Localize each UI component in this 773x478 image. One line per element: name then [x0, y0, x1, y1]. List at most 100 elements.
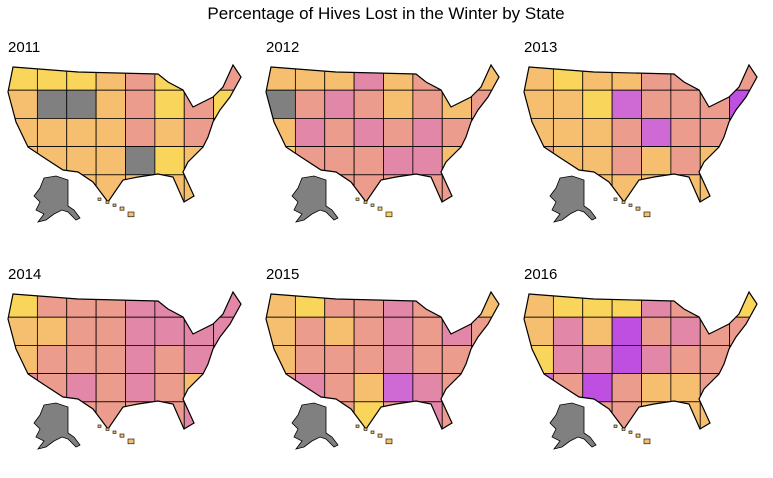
state: [582, 65, 613, 91]
panel-year: 2012: [266, 39, 299, 56]
us-outline: [265, 290, 500, 431]
state: [729, 174, 757, 202]
hawaii: [97, 424, 135, 445]
state: [611, 373, 642, 403]
state: [95, 89, 126, 119]
state: [353, 146, 384, 176]
state: [729, 118, 757, 148]
state: [641, 345, 672, 375]
state: [125, 373, 156, 403]
state: [95, 316, 126, 346]
state: [36, 146, 68, 176]
state: [441, 65, 473, 91]
state: [8, 316, 38, 346]
state: [582, 89, 613, 119]
state: [582, 292, 613, 318]
state: [154, 316, 185, 346]
state: [324, 345, 355, 375]
state: [611, 292, 642, 318]
state: [552, 316, 584, 346]
state: [353, 65, 384, 91]
state: [552, 345, 584, 375]
hawaii-island: [112, 203, 117, 207]
state: [36, 373, 68, 403]
state: [412, 146, 443, 176]
state: [95, 345, 126, 375]
state: [641, 65, 672, 91]
state: [66, 345, 97, 375]
state: [294, 89, 326, 119]
hawaii-island: [127, 438, 135, 445]
hawaii-island: [385, 211, 393, 218]
alaska: [549, 402, 597, 450]
state: [552, 146, 584, 176]
state: [699, 292, 731, 318]
state: [183, 65, 215, 91]
hawaii-island: [628, 203, 633, 207]
state: [36, 292, 68, 318]
state: [294, 65, 326, 91]
state: [266, 316, 296, 346]
hawaii-island: [363, 200, 368, 204]
state: [353, 118, 384, 148]
state: [213, 118, 241, 148]
state: [471, 118, 499, 148]
state: [324, 292, 355, 318]
state: [36, 316, 68, 346]
state: [582, 401, 613, 429]
alaska: [549, 175, 597, 223]
state: [294, 316, 326, 346]
state: [95, 146, 126, 176]
state: [524, 118, 554, 148]
state: [641, 89, 672, 119]
state: [412, 401, 443, 429]
state: [524, 401, 554, 429]
state: [471, 373, 499, 403]
state: [729, 146, 757, 176]
state: [125, 65, 156, 91]
hawaii-island: [97, 197, 102, 201]
state: [213, 401, 241, 429]
state: [524, 65, 554, 91]
state: [66, 174, 97, 202]
hawaii-island: [355, 197, 360, 201]
state: [95, 65, 126, 91]
state: [670, 118, 701, 148]
hawaii-island: [370, 203, 375, 207]
hawaii-island: [112, 430, 117, 434]
state: [8, 65, 38, 91]
state: [36, 89, 68, 119]
hawaii-island: [127, 211, 135, 218]
state: [552, 373, 584, 403]
state: [324, 65, 355, 91]
state: [125, 118, 156, 148]
state: [294, 292, 326, 318]
state: [611, 118, 642, 148]
state: [441, 292, 473, 318]
state: [125, 316, 156, 346]
state: [324, 316, 355, 346]
state: [8, 118, 38, 148]
state: [66, 316, 97, 346]
state: [66, 292, 97, 318]
state: [412, 89, 443, 119]
state: [670, 89, 701, 119]
state: [383, 89, 414, 119]
state: [266, 292, 296, 318]
state: [8, 89, 38, 119]
hawaii-island: [613, 424, 618, 428]
state: [154, 292, 185, 318]
state: [353, 345, 384, 375]
state: [324, 118, 355, 148]
state: [524, 292, 554, 318]
state: [412, 174, 443, 202]
state: [383, 345, 414, 375]
state: [729, 401, 757, 429]
state: [729, 373, 757, 403]
state: [383, 373, 414, 403]
us-outline: [7, 63, 242, 204]
hawaii-island: [370, 430, 375, 434]
state: [383, 292, 414, 318]
panel-year: 2015: [266, 266, 299, 283]
state: [324, 401, 355, 429]
